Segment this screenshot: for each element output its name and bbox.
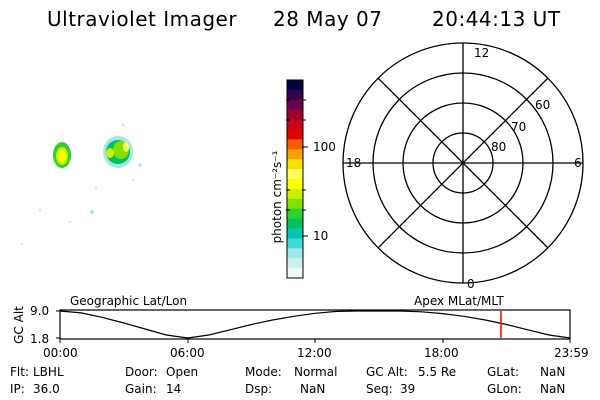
colorbar-swatch	[287, 119, 303, 130]
colorbar-swatch	[287, 208, 303, 220]
colorbar-swatch	[287, 179, 303, 190]
colorbar-swatch	[287, 218, 303, 229]
timeline-xtick-2: 12:00	[297, 346, 332, 360]
colorbar-ticks	[286, 99, 308, 237]
colorbar-swatch	[287, 139, 303, 150]
gain-label: Gain:	[125, 382, 157, 396]
timeline-plot	[56, 309, 571, 343]
gcalt-label: GC Alt:	[366, 365, 408, 379]
seq-value: 39	[400, 382, 416, 396]
colorbar-swatch	[287, 149, 303, 160]
colorbar-swatch	[287, 258, 303, 269]
colorbar-swatch	[287, 169, 303, 180]
colorbar-swatch	[287, 80, 303, 91]
glon-label: GLon:	[487, 382, 522, 396]
timeline-title-right: Apex MLat/MLT	[414, 294, 504, 308]
timeline-xticks	[59, 339, 571, 343]
colorbar-swatch	[287, 129, 303, 140]
mlat-label-60: 60	[535, 98, 551, 112]
gain-value: 14	[166, 382, 182, 396]
altitude-series-line	[59, 310, 571, 339]
colorbar-tick-10: 10	[313, 229, 329, 243]
mode-value: Normal	[294, 365, 338, 379]
colorbar-swatch	[287, 228, 303, 239]
door-label: Door:	[125, 365, 158, 379]
instrument-title: Ultraviolet Imager	[47, 7, 238, 31]
colorbar-swatch	[287, 159, 303, 170]
colorbar-swatch	[287, 238, 303, 249]
dsp-label: Dsp:	[245, 382, 273, 396]
colorbar-label: photon cm⁻²s⁻¹	[270, 150, 284, 244]
colorbar-swatch	[287, 198, 303, 210]
timeline-xtick-1: 06:00	[170, 346, 205, 360]
colorbar-swatch	[287, 248, 303, 259]
mlat-label-70: 70	[511, 120, 527, 134]
timeline-xtick-4: 23:59	[554, 346, 589, 360]
timeline-ytick-top: 9.0	[30, 304, 50, 318]
ip-value: 36.0	[33, 382, 60, 396]
time-label: 20:44:13 UT	[432, 7, 561, 31]
timeline-xtick-3: 18:00	[424, 346, 459, 360]
mlat-label-80: 80	[491, 140, 507, 154]
colorbar-frame	[286, 79, 304, 279]
timeline-ytick-bottom: 1.8	[30, 332, 50, 346]
colorbar-swatch	[287, 268, 303, 279]
mode-label: Mode:	[245, 365, 282, 379]
colorbar-tick-100: 100	[313, 140, 336, 154]
mlt-label-6: 6	[574, 156, 582, 170]
timeline-title-left: Geographic Lat/Lon	[70, 294, 188, 308]
glat-label: GLat:	[487, 365, 520, 379]
ip-label: IP:	[10, 382, 25, 396]
aurora-image	[20, 123, 142, 246]
glon-value: NaN	[540, 382, 566, 396]
glat-value: NaN	[540, 365, 566, 379]
colorbar-swatch	[287, 188, 303, 200]
flt-label: Flt:	[10, 365, 29, 379]
colorbar-swatch	[287, 89, 303, 101]
timeline-frame	[59, 309, 571, 340]
door-value: Open	[166, 365, 199, 379]
timeline-ylabel: GC Alt	[12, 306, 26, 344]
mlt-label-18: 18	[346, 156, 362, 170]
seq-label: Seq:	[366, 382, 393, 396]
flt-value: LBHL	[33, 365, 64, 379]
colorbar	[286, 79, 304, 279]
mlt-label-0: 0	[467, 277, 475, 291]
colorbar-swatch	[287, 99, 303, 111]
mlt-label-12: 12	[474, 46, 490, 60]
date-label: 28 May 07	[273, 7, 383, 31]
polar-plot	[342, 42, 584, 284]
timeline-yticks	[56, 310, 60, 339]
timeline-xtick-0: 00:00	[43, 346, 78, 360]
polar-diagonal-2	[377, 77, 549, 249]
gcalt-value: 5.5 Re	[418, 365, 457, 379]
colorbar-swatch	[287, 109, 303, 121]
dsp-value: NaN	[300, 382, 326, 396]
